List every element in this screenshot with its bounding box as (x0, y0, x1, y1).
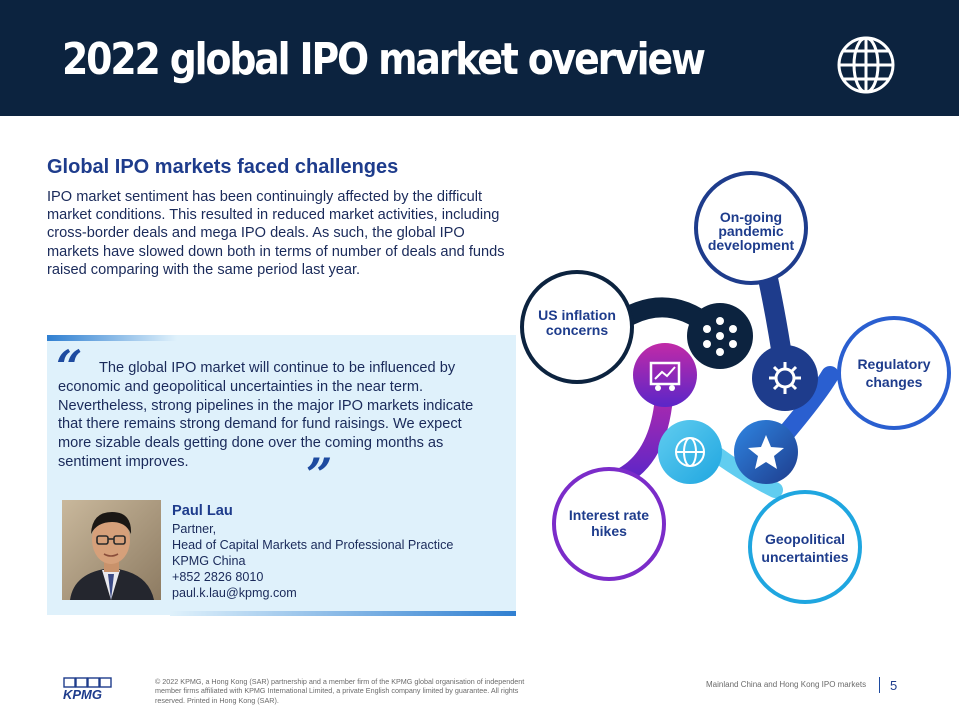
node-regulatory-changes (837, 316, 951, 430)
kpmg-logo: KPMG (63, 677, 112, 701)
footer-reference: Mainland China and Hong Kong IPO markets (706, 680, 867, 689)
virus-icon (752, 345, 818, 411)
node-ongoing-pandemic-development (694, 171, 808, 285)
person-photo (62, 500, 161, 600)
node-label-interest-1: Interest rate (569, 507, 649, 523)
globe-icon (837, 36, 895, 94)
node-label-geopolitical-1: Geopolitical (765, 531, 845, 547)
node-interest-rate-hikes (552, 467, 666, 581)
node-label-pandemic-1: On-going (720, 209, 782, 225)
node-label-interest-2: hikes (591, 523, 627, 539)
person-title: Partner, (172, 522, 217, 536)
node-geopolitical-uncertainties (748, 490, 862, 604)
star-icon (734, 420, 798, 484)
footer-copyright: © 2022 KPMG, a Hong Kong (SAR) partnersh… (155, 677, 525, 705)
close-quote-mark: ” (306, 448, 333, 502)
section-heading: Global IPO markets faced challenges (47, 156, 399, 178)
person-phone: +852 2826 8010 (172, 570, 264, 584)
node-label-regulatory-1: Regulatory (857, 356, 930, 372)
node-label-geopolitical-2: uncertainties (761, 549, 848, 565)
header-banner (0, 0, 959, 116)
node-label-pandemic-3: development (708, 237, 795, 253)
presentation-icon (633, 343, 697, 407)
quote-text: The global IPO market will continue to b… (58, 360, 474, 470)
network-icon (687, 303, 753, 369)
footer-separator (879, 677, 880, 693)
node-label-inflation-2: concerns (546, 322, 608, 338)
page-title: 2022 global IPO market overview (62, 34, 706, 85)
node-us-inflation-concerns (520, 270, 634, 384)
person-email[interactable]: paul.k.lau@kpmg.com (172, 586, 297, 600)
person-role: Head of Capital Markets and Professional… (172, 538, 454, 552)
world-icon (658, 420, 722, 484)
quote-accent-bar-bottom (170, 611, 516, 616)
person-company: KPMG China (172, 554, 246, 568)
intro-paragraph: IPO market sentiment has been continuing… (47, 189, 505, 278)
open-quote-mark: “ (56, 340, 83, 394)
person-name: Paul Lau (172, 503, 233, 519)
kpmg-logo-text: KPMG (63, 687, 102, 701)
node-label-inflation-1: US inflation (538, 307, 616, 323)
node-label-regulatory-2: changes (866, 374, 923, 390)
risk-factors-diagram: On-going pandemic development US inflati… (520, 171, 951, 604)
quote-accent-bar-top (47, 335, 177, 341)
page-number: 5 (890, 678, 898, 693)
node-label-pandemic-2: pandemic (718, 223, 784, 239)
